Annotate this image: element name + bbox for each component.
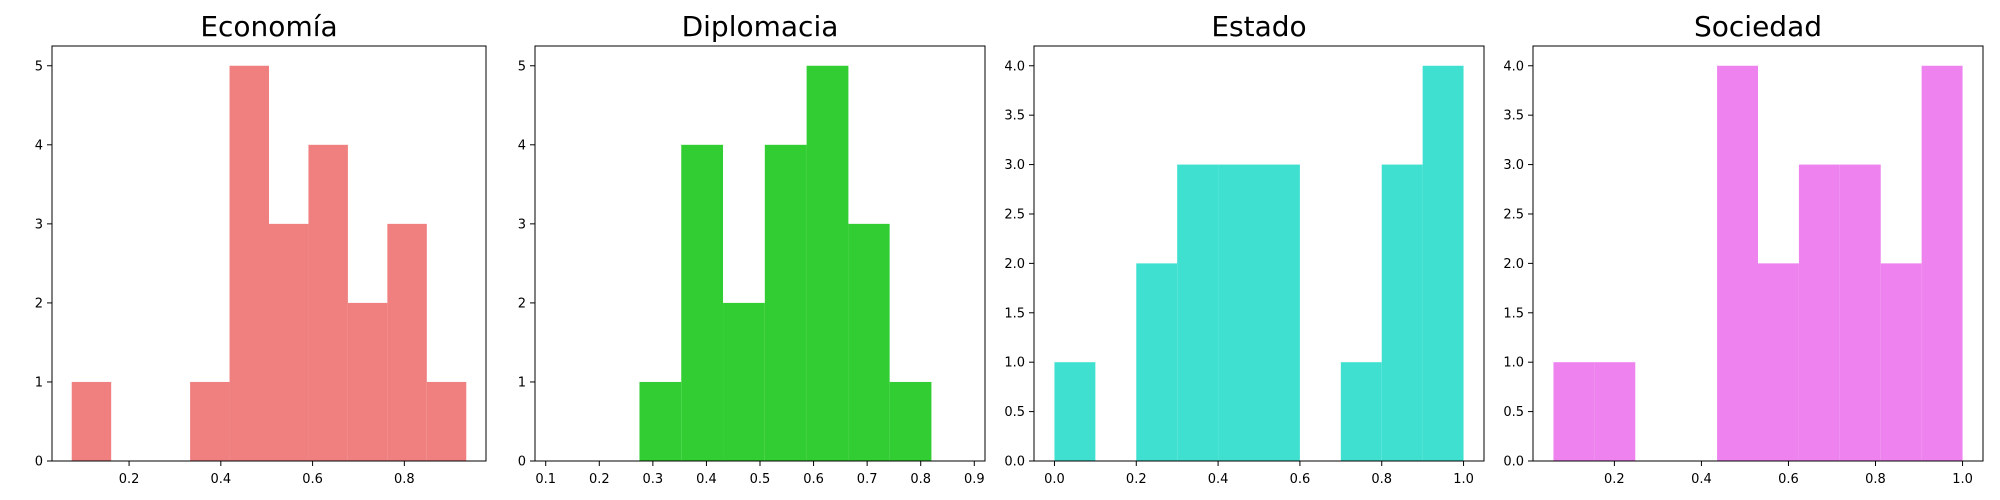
y-tick-label: 3.0 bbox=[1004, 158, 1025, 173]
y-tick-label: 0.5 bbox=[1004, 405, 1025, 420]
histogram-panel: 0.1 0.2 0.3 0.4 0.5 0.6 0.7 0.8 0.9 0 1 2 3 4 5 Diploma… bbox=[518, 10, 986, 487]
histogram-bar bbox=[1177, 164, 1219, 462]
histogram-bar bbox=[1839, 164, 1881, 462]
histogram-bar bbox=[848, 223, 890, 461]
histogram-bar bbox=[1422, 65, 1464, 461]
histogram-bar bbox=[1758, 263, 1799, 461]
histogram-bar bbox=[1553, 362, 1595, 461]
histogram-bar bbox=[1717, 65, 1758, 461]
x-tick-label: 0.2 bbox=[589, 472, 610, 487]
histogram-bar bbox=[1880, 263, 1922, 461]
histogram-bar bbox=[764, 144, 807, 462]
x-tick-label: 0.6 bbox=[1290, 472, 1311, 487]
x-tick-label: 0.2 bbox=[1604, 472, 1625, 487]
x-tick-label: 0.2 bbox=[119, 472, 140, 487]
y-tick-label: 0 bbox=[518, 455, 526, 470]
panel-title: Diplomacia bbox=[682, 10, 839, 43]
y-tick-label: 2.0 bbox=[1503, 257, 1524, 272]
x-tick-label: 0.4 bbox=[1208, 472, 1229, 487]
x-tick-label: 0.2 bbox=[1126, 472, 1147, 487]
histogram-bar bbox=[387, 223, 427, 461]
histogram-bar bbox=[426, 381, 467, 461]
histogram-bar bbox=[639, 381, 682, 461]
y-tick-label: 0.0 bbox=[1004, 455, 1025, 470]
histogram-bar bbox=[269, 223, 309, 461]
histogram-bar bbox=[190, 381, 230, 461]
panel-title: Economía bbox=[200, 10, 337, 43]
histogram-bar bbox=[1259, 164, 1300, 462]
x-tick-label: 0.6 bbox=[803, 472, 824, 487]
x-tick-label: 0.3 bbox=[643, 472, 664, 487]
histogram-bar bbox=[1340, 362, 1382, 461]
panel-title: Estado bbox=[1211, 10, 1306, 43]
panel-title: Sociedad bbox=[1694, 10, 1822, 43]
y-tick-label: 2.5 bbox=[1503, 207, 1524, 222]
histogram-bar bbox=[229, 65, 269, 461]
y-tick-label: 1.0 bbox=[1503, 356, 1524, 371]
histogram-panel: 0.0 0.2 0.4 0.6 0.8 1.0 0.0 0.5 1.0 1.5 2.0 2.5 3.0 3… bbox=[1004, 10, 1485, 487]
histogram-bar bbox=[1798, 164, 1840, 462]
y-tick-label: 1.5 bbox=[1503, 306, 1524, 321]
y-tick-label: 1.0 bbox=[1004, 356, 1025, 371]
x-tick-label: 0.0 bbox=[1044, 472, 1065, 487]
y-tick-label: 4 bbox=[518, 138, 526, 153]
y-tick-label: 3 bbox=[518, 217, 526, 232]
x-tick-label: 0.9 bbox=[964, 472, 985, 487]
y-tick-label: 3.0 bbox=[1503, 158, 1524, 173]
histogram-bar bbox=[1054, 362, 1096, 461]
y-tick-label: 2 bbox=[35, 296, 43, 311]
axes-frame bbox=[1033, 45, 1485, 462]
histogram-bar bbox=[308, 144, 348, 462]
y-tick-label: 1.5 bbox=[1004, 306, 1025, 321]
histogram-bar bbox=[1218, 164, 1259, 462]
y-tick-label: 4.0 bbox=[1004, 59, 1025, 74]
histogram-bar bbox=[1381, 164, 1423, 462]
histogram-bar bbox=[806, 65, 849, 461]
x-tick-label: 1.0 bbox=[1952, 472, 1973, 487]
x-tick-label: 0.1 bbox=[535, 472, 556, 487]
x-tick-label: 0.8 bbox=[1371, 472, 1392, 487]
y-tick-label: 3.5 bbox=[1004, 109, 1025, 124]
y-tick-label: 0 bbox=[35, 455, 43, 470]
x-tick-label: 0.4 bbox=[696, 472, 717, 487]
histogram-bar bbox=[1594, 362, 1636, 461]
y-tick-label: 1 bbox=[35, 375, 43, 390]
axes-frame bbox=[51, 45, 487, 462]
x-tick-label: 0.6 bbox=[302, 472, 323, 487]
y-tick-label: 2 bbox=[518, 296, 526, 311]
x-tick-label: 0.7 bbox=[857, 472, 878, 487]
x-tick-label: 0.4 bbox=[210, 472, 231, 487]
histogram-bar bbox=[889, 381, 932, 461]
x-tick-label: 1.0 bbox=[1453, 472, 1474, 487]
y-tick-label: 0.0 bbox=[1503, 455, 1524, 470]
histogram-bar bbox=[681, 144, 724, 462]
y-tick-label: 1 bbox=[518, 375, 526, 390]
x-tick-label: 0.8 bbox=[1865, 472, 1886, 487]
x-tick-label: 0.6 bbox=[1778, 472, 1799, 487]
y-tick-label: 2.5 bbox=[1004, 207, 1025, 222]
y-tick-label: 0.5 bbox=[1503, 405, 1524, 420]
x-tick-label: 0.5 bbox=[750, 472, 771, 487]
histogram-bar bbox=[1136, 263, 1178, 461]
histogram-bar bbox=[71, 381, 112, 461]
y-tick-label: 3 bbox=[35, 217, 43, 232]
histogram-bar bbox=[723, 302, 765, 461]
y-tick-label: 4 bbox=[35, 138, 43, 153]
histogram-panel: 0.2 0.4 0.6 0.8 1.0 0.0 0.5 1.0 1.5 2.0 2.5 3.0 3.5 4… bbox=[1503, 10, 1984, 487]
x-tick-label: 0.4 bbox=[1691, 472, 1712, 487]
y-tick-label: 3.5 bbox=[1503, 109, 1524, 124]
y-tick-label: 5 bbox=[518, 59, 526, 74]
y-tick-label: 4.0 bbox=[1503, 59, 1524, 74]
axes-frame bbox=[1532, 45, 1984, 462]
y-tick-label: 2.0 bbox=[1004, 257, 1025, 272]
x-tick-label: 0.8 bbox=[910, 472, 931, 487]
y-tick-label: 5 bbox=[35, 59, 43, 74]
histogram-bar bbox=[1921, 65, 1963, 461]
histogram-bar bbox=[347, 302, 388, 461]
x-tick-label: 0.8 bbox=[394, 472, 415, 487]
histogram-panel: 0.2 0.4 0.6 0.8 0 1 2 3 4 5 Economía bbox=[35, 10, 487, 487]
